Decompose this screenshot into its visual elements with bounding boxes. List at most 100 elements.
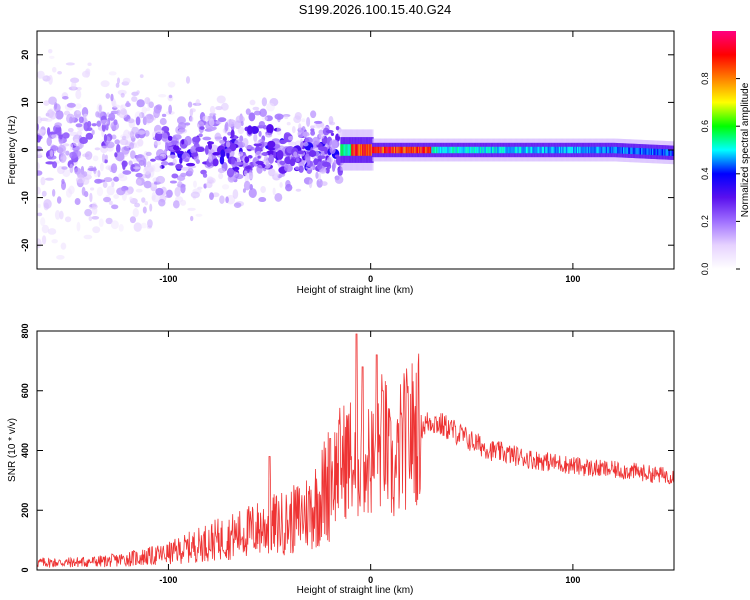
spectrogram-noise-blob [83, 234, 93, 240]
spectrogram-noise-blob [185, 162, 196, 167]
spectrogram-noise-blob [91, 129, 95, 135]
spectrogram-noise-blob [83, 121, 90, 132]
spectrogram-noise-blob [99, 162, 104, 172]
spectrogram-noise-blob [176, 175, 186, 181]
spectrogram-noise-blob [244, 156, 250, 164]
spectrogram-noise-blob [178, 128, 188, 134]
spectrogram-noise-blob [91, 123, 97, 127]
spectrogram-noise-blob [111, 134, 117, 140]
spectrogram-noise-blob [229, 143, 237, 152]
snr-y-tick-label: 200 [20, 503, 30, 518]
spectrogram-noise-blob [37, 116, 43, 124]
spectrogram-noise-blob [116, 187, 126, 196]
spectrogram-noise-blob [87, 62, 92, 67]
spectrogram-noise-blob [199, 126, 205, 130]
spectrogram-noise-blob [135, 154, 145, 163]
spectrogram-noise-blob [137, 128, 146, 139]
spectrogram-noise-blob [133, 222, 142, 232]
spectrogram-noise-blob [256, 164, 263, 174]
spectrogram-noise-blob [140, 222, 147, 229]
spectrogram-noise-blob [69, 151, 77, 159]
spectrogram-noise-blob [97, 170, 101, 178]
snr-series-line [37, 333, 674, 568]
spectrogram-noise-blob [172, 200, 180, 209]
spectrogram-noise-blob [135, 116, 141, 126]
spectrogram-noise-blob [58, 144, 66, 155]
spectrogram-noise-blob [192, 136, 201, 143]
spectrogram-noise-blob [297, 150, 304, 155]
spectrogram-noise-blob [54, 122, 62, 128]
spectrogram-noise-blob [67, 127, 74, 133]
snr-y-tick-label: 0 [20, 567, 30, 572]
spectrogram-noise-blob [276, 126, 282, 136]
spectrogram-noise-blob [253, 110, 262, 116]
spectrogram-noise-blob [257, 155, 261, 159]
spectrogram-noise-blob [62, 132, 70, 139]
spectrogram-noise-blob [105, 217, 113, 225]
snr-x-label: Height of straight line (km) [297, 585, 414, 596]
spectrogram-noise-blob [47, 155, 57, 160]
spectrogram-noise-blob [193, 180, 197, 188]
spectrogram-noise-blob [132, 208, 139, 218]
spectrogram-noise-blob [291, 125, 296, 134]
spectrogram-noise-blob [142, 206, 147, 214]
spectrogram-noise-blob [272, 187, 276, 196]
spectrogram-noise-blob [51, 66, 57, 73]
spectrogram-noise-blob [269, 98, 279, 107]
spectrogram-noise-blob [129, 216, 136, 224]
spectrogram-noise-blob [217, 117, 227, 123]
spectrogram-noise-blob [37, 212, 43, 217]
spectrogram-noise-blob [108, 113, 116, 121]
spectrogram-noise-blob [180, 167, 190, 171]
snr-y-tick-label: 600 [20, 383, 30, 398]
spectrogram-noise-blob [147, 219, 153, 228]
spectrogram-noise-blob [289, 158, 296, 167]
spectrogram-noise-blob [329, 139, 338, 149]
spectrogram-noise-blob [117, 89, 127, 96]
spectrogram-noise-blob [161, 132, 169, 142]
spectrogram-noise-blob [111, 181, 115, 188]
spectrogram-noise-blob [266, 102, 275, 112]
colorbar: 0.0 0.2 0.4 0.6 0.8 Normalized spectral ampl… [700, 31, 750, 275]
spectrogram-noise-blob [84, 208, 93, 217]
spectrogram-noise-blob [130, 150, 136, 159]
spectrogram-noise-blob [306, 116, 311, 127]
spectrogram-noise-blob [52, 161, 58, 169]
spectrogram-noise-blob [221, 184, 230, 190]
spectrogram-noise-blob [61, 166, 68, 170]
spectrogram-noise-blob [315, 171, 319, 179]
spectrogram-noise-blob [187, 101, 193, 108]
spectrogram-noise-blob [115, 82, 120, 88]
spectrogram-noise-blob [252, 106, 260, 111]
spectrogram-noise-blob [325, 129, 334, 134]
spectrogram-noise-blob [106, 185, 115, 196]
spectrogram-noise-blob [207, 126, 216, 132]
spectrogram-noise-blob [304, 137, 314, 144]
spectrogram-noise-blob [161, 113, 167, 117]
spectrogram-noise-blob [118, 174, 128, 182]
spectrogram-noise-blob [127, 118, 135, 124]
spectrogram-noise-blob [216, 95, 226, 104]
spectrogram-noise-blob [103, 133, 108, 143]
spectrogram-noise-blob [197, 186, 203, 190]
spectrogram-noise-blob [103, 196, 112, 203]
spectrogram-noise-blob [316, 178, 323, 188]
spectrogram-noise-blob [224, 148, 232, 154]
spectrogram-noise-blob [306, 156, 311, 166]
spectrogram-noise-blob [48, 74, 53, 85]
spectrogram-noise-blob [310, 110, 317, 119]
spectrogram-noise-blob [195, 146, 205, 153]
spectrogram-noise-blob [37, 123, 40, 132]
snr-y-ticks: 0 200 400 600 800 [20, 323, 674, 573]
spectrogram-noise-blob [101, 153, 106, 163]
spectrogram-y-tick-label: 0 [20, 147, 30, 152]
spectrogram-noise-blob [85, 69, 90, 78]
spectrogram-noise-blob [209, 192, 214, 201]
spectrogram-noise-blob [89, 192, 93, 203]
spectrogram-noise-blob [76, 221, 81, 232]
snr-panel: -100 0 100 0 200 400 600 800 Height of straigh… [7, 323, 675, 596]
spectrogram-noise-blob [59, 210, 64, 220]
spectrogram-noise-blob [68, 185, 75, 195]
spectrogram-noise-blob [318, 146, 328, 152]
